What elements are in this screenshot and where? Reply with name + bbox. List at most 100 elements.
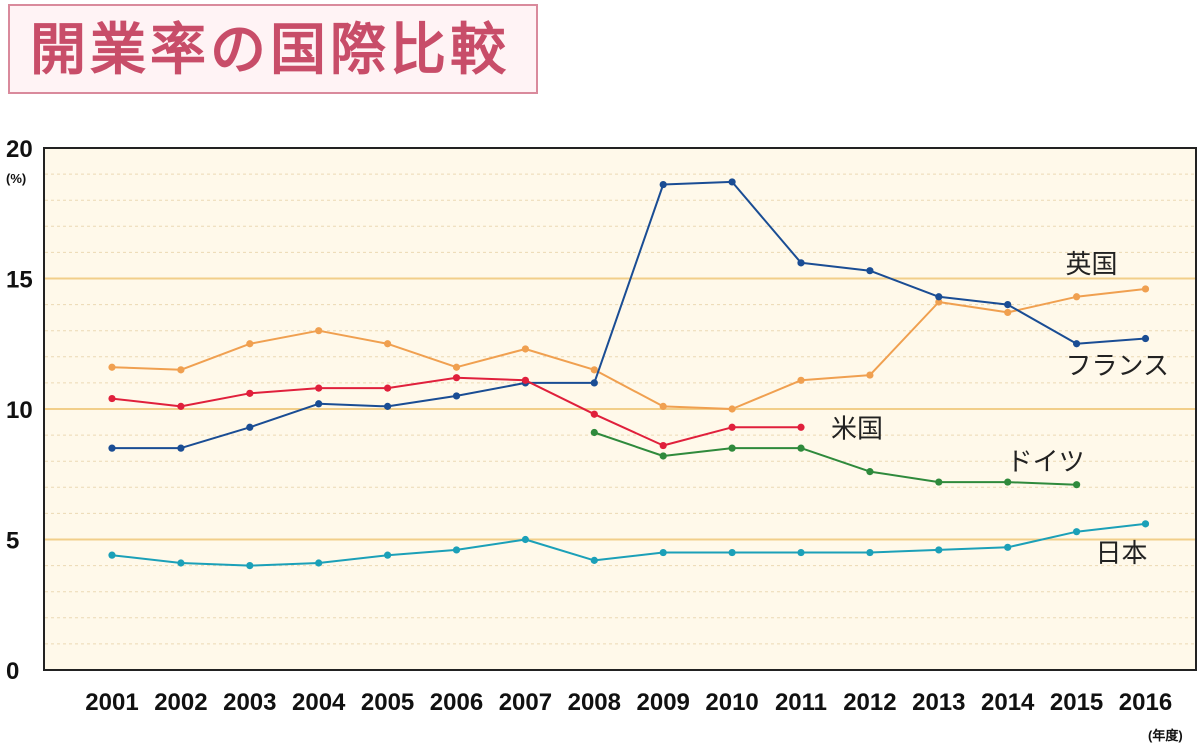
data-point [659,180,667,189]
data-point [452,392,461,400]
x-tick-label: 2013 [912,689,965,716]
x-tick-label: 2011 [775,689,827,716]
y-tick-label: 0 [6,658,19,685]
data-point [728,178,736,186]
data-point [866,267,874,275]
y-unit-label: (%) [6,171,26,186]
y-axis-ticks: 0 5 10 15 20 [6,136,33,685]
data-point [246,389,254,397]
data-point [1141,285,1150,293]
data-point [590,410,598,418]
data-point [797,444,805,452]
data-point [935,478,943,486]
series-label: 米国 [831,414,883,444]
series-label: 日本 [1096,539,1148,569]
data-point [315,400,323,408]
data-point [246,562,254,570]
series-line [112,180,1146,450]
data-point [1073,340,1081,348]
data-point [315,384,323,392]
data-point [590,556,598,564]
data-point [1141,334,1150,343]
x-unit-label: (年度) [1148,728,1183,743]
series-label: 英国 [1066,250,1118,280]
data-point [246,423,254,431]
data-point [659,402,667,410]
data-point [521,345,530,353]
page-title: 開業率の国際比較 [30,18,510,83]
x-axis-ticks: 2001 2002 2003 2004 2005 2006 2007 2008 2009 2010… [85,689,1172,716]
data-point [384,402,392,410]
data-point [797,548,805,557]
data-point [797,259,805,267]
grid-lines [45,173,1195,645]
data-point [108,444,116,452]
data-point [1073,293,1081,301]
x-tick-label: 2015 [1050,689,1103,716]
series-line [593,431,1077,486]
x-tick-label: 2002 [154,689,207,716]
x-tick-label: 2005 [361,689,414,716]
title-box: 開業率の国際比較 [8,4,538,94]
series-group [108,178,1150,570]
data-point [246,340,254,348]
x-tick-label: 2010 [705,689,758,716]
x-tick-label: 2008 [568,689,621,716]
data-point [315,559,323,567]
data-point [452,363,461,371]
data-point [728,405,736,413]
data-point [108,394,116,403]
y-tick-label: 15 [6,267,33,294]
data-point [590,428,598,437]
data-point [1073,481,1081,489]
data-point [1004,301,1012,309]
x-tick-label: 2006 [430,689,483,716]
data-point [384,384,392,392]
series-line [111,522,1146,567]
data-point [866,468,874,476]
data-point [590,379,598,387]
x-tick-label: 2001 [85,689,138,716]
data-point [935,293,943,301]
x-tick-label: 2004 [292,689,346,716]
x-tick-label: 2014 [981,689,1035,716]
data-point [659,452,667,460]
data-point [108,363,116,371]
data-point [177,444,185,452]
series-label: フランス [1066,352,1169,382]
data-point [315,327,323,335]
data-point [1141,520,1150,528]
data-point [108,551,116,559]
x-tick-label: 2007 [499,689,552,716]
x-tick-label: 2012 [843,689,896,716]
data-point [866,371,874,379]
x-tick-label: 2003 [223,689,276,716]
data-point [384,340,392,348]
y-tick-label: 20 [6,136,33,163]
data-point [590,366,598,374]
data-point [521,376,530,384]
data-point [1004,543,1012,551]
data-point [797,423,805,431]
data-point [1004,478,1012,486]
data-point [384,551,392,559]
x-tick-label: 2016 [1119,689,1172,716]
series-label: ドイツ [1007,448,1085,478]
data-point [728,548,736,557]
data-point [935,298,943,306]
data-point [797,376,805,384]
data-point [866,548,874,557]
series-line [111,287,1146,410]
data-point [659,548,667,557]
data-point [452,374,461,382]
y-tick-label: 10 [6,397,33,424]
data-point [177,559,185,567]
data-point [1004,308,1012,317]
data-point [452,546,461,554]
data-point [177,366,185,374]
data-point [177,402,185,410]
data-point [935,546,943,554]
data-point [1073,528,1081,536]
